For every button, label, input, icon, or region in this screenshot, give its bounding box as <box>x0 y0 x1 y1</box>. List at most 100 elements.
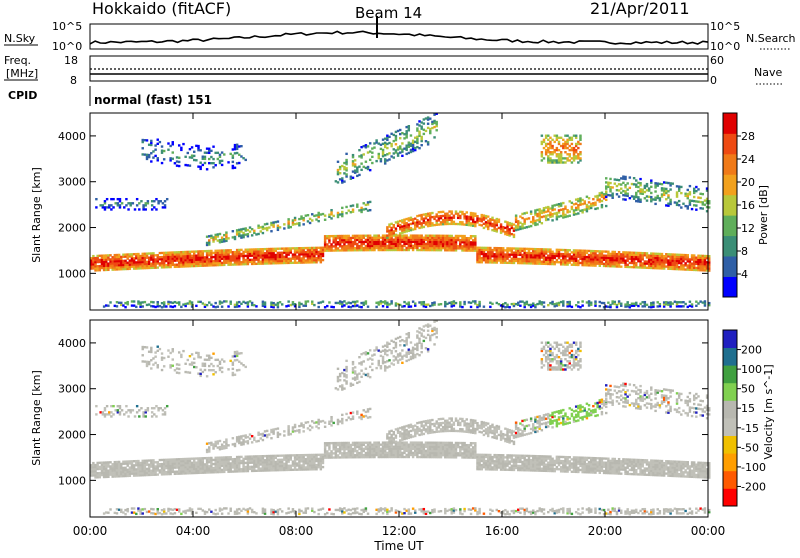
power-cell <box>214 250 216 252</box>
power-cell <box>549 212 551 214</box>
power-cell <box>212 240 214 242</box>
power-cell <box>189 253 191 255</box>
power-cell <box>161 256 163 258</box>
power-cell <box>511 253 513 255</box>
velocity-cell <box>240 456 242 458</box>
power-cell <box>682 301 684 303</box>
velocity-cell <box>305 460 307 462</box>
power-cell <box>427 116 429 118</box>
power-cell <box>667 263 669 265</box>
power-cell <box>350 211 352 213</box>
power-cell <box>511 225 513 227</box>
velocity-cell <box>367 448 369 450</box>
power-cell <box>579 201 581 203</box>
power-cell <box>491 225 493 227</box>
power-cell <box>266 227 268 229</box>
power-cell <box>429 235 431 237</box>
power-cell <box>221 160 223 162</box>
power-cell <box>584 256 586 258</box>
power-cell <box>356 237 358 239</box>
power-cell <box>210 235 212 237</box>
power-cell <box>401 234 403 236</box>
power-cell <box>609 259 611 261</box>
velocity-cell <box>193 470 195 472</box>
power-cell <box>292 221 294 223</box>
power-cell <box>153 206 155 208</box>
power-cell <box>251 228 253 230</box>
power-cell <box>107 258 109 260</box>
velocity-cell <box>232 466 234 468</box>
power-cell <box>637 256 639 258</box>
velocity-cell <box>350 452 352 454</box>
power-cell <box>581 252 583 254</box>
power-cell <box>571 139 573 141</box>
power-cell <box>335 243 337 245</box>
power-cell <box>264 303 266 305</box>
power-cell <box>672 268 674 270</box>
power-cell <box>669 259 671 261</box>
power-cell <box>326 235 328 237</box>
power-cell <box>317 214 319 216</box>
power-cell <box>388 236 390 238</box>
power-cell <box>302 261 304 263</box>
velocity-cell <box>99 476 101 478</box>
power-cell <box>142 301 144 303</box>
power-cell <box>124 262 126 264</box>
power-cell <box>232 236 234 238</box>
power-cell <box>223 234 225 236</box>
power-cell <box>427 247 429 249</box>
power-cell <box>214 258 216 260</box>
power-cell <box>395 302 397 304</box>
power-cell <box>302 259 304 261</box>
power-cell <box>549 157 551 159</box>
power-cell <box>360 247 362 249</box>
power-cell <box>697 259 699 261</box>
power-cell <box>341 305 343 307</box>
nave-tick-0: 0 <box>710 74 717 87</box>
power-cell <box>506 258 508 260</box>
power-cell <box>601 194 603 196</box>
power-cell <box>667 304 669 306</box>
velocity-cell <box>176 473 178 475</box>
power-cell <box>176 266 178 268</box>
power-cell <box>493 230 495 232</box>
power-cell <box>142 139 144 141</box>
power-cell <box>420 241 422 243</box>
power-cell <box>311 261 313 263</box>
power-cell <box>573 155 575 157</box>
velocity-cell <box>227 471 229 473</box>
power-cell <box>433 136 435 138</box>
velocity-cell <box>148 463 150 465</box>
power-cell <box>425 237 427 239</box>
power-cell <box>352 305 354 307</box>
velocity-cell <box>189 470 191 472</box>
cpid-label: CPID <box>8 89 37 102</box>
power-cell <box>264 262 266 264</box>
power-cell <box>444 243 446 245</box>
power-cell <box>566 249 568 251</box>
velocity-cell <box>358 444 360 446</box>
power-cell <box>339 249 341 251</box>
power-cell <box>378 155 380 157</box>
power-cell <box>558 141 560 143</box>
power-cell <box>401 305 403 307</box>
power-cell <box>208 152 210 154</box>
power-cell <box>618 195 620 197</box>
power-cell <box>217 258 219 260</box>
velocity-cell <box>257 455 259 457</box>
power-cell <box>614 253 616 255</box>
power-cell <box>444 215 446 217</box>
velocity-cell <box>300 466 302 468</box>
power-cell <box>573 255 575 257</box>
power-cell <box>414 302 416 304</box>
velocity-cell <box>373 444 375 446</box>
power-cell <box>277 262 279 264</box>
power-cell <box>474 250 476 252</box>
power-cell <box>354 163 356 165</box>
power-cell <box>616 185 618 187</box>
power-cell <box>451 249 453 251</box>
power-cell <box>285 251 287 253</box>
power-cell <box>234 261 236 263</box>
power-cell <box>388 239 390 241</box>
power-cell <box>373 237 375 239</box>
